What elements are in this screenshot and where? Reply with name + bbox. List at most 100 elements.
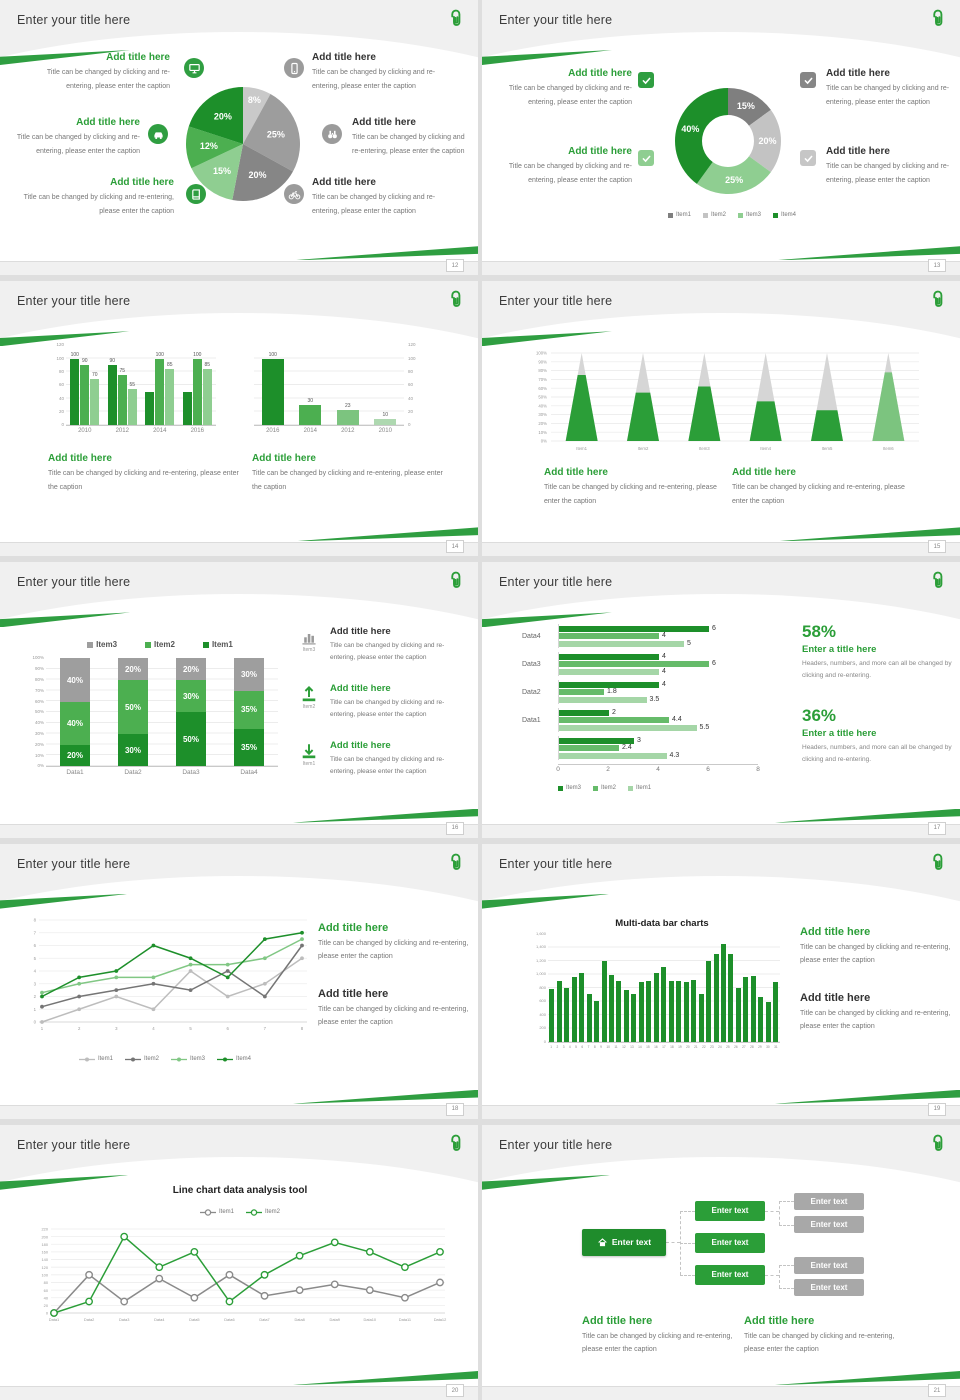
slide-17[interactable]: Enter your title here 17 Data4 6 4 5 Data3 4 6… bbox=[482, 562, 960, 838]
horizontal-bar-chart[interactable]: Data4 6 4 5 Data3 4 6 4 Data2 4 1.8 3.5 Data1 2 4.4 5.5… bbox=[522, 624, 782, 791]
y-tick: 10% bbox=[538, 430, 547, 435]
caption-block[interactable]: Add title here Title can be changed by c… bbox=[744, 1315, 914, 1357]
slide-13[interactable]: Enter your title here 13 Add title here … bbox=[482, 0, 960, 276]
org-node[interactable]: Enter text bbox=[695, 1232, 765, 1253]
x-label: 6 bbox=[227, 1026, 230, 1031]
bar-group bbox=[758, 997, 764, 1042]
bar-group: Data3 4 6 4 bbox=[522, 652, 782, 677]
slide-title[interactable]: Enter your title here bbox=[499, 575, 613, 590]
caption-block[interactable]: Add title here Title can be changed by c… bbox=[826, 68, 960, 109]
line-chart[interactable]: 0 20 40 60 80 100 120 140 160 180 200 220 Data1 Data2… bbox=[20, 1221, 460, 1333]
bar-group bbox=[646, 980, 652, 1042]
caption-block[interactable]: Add title here Title can be changed by c… bbox=[252, 453, 447, 494]
slide-title[interactable]: Enter your title here bbox=[499, 856, 613, 871]
bar-value: 85 bbox=[204, 361, 211, 368]
stacked-bar-chart[interactable]: 0% 10% 20% 30% 40% 50% 60% 70% 80% 90% 100% 20% 40% 4… bbox=[32, 655, 278, 776]
caption-block[interactable]: Add title here Title can be changed by c… bbox=[800, 926, 955, 968]
org-node[interactable]: Enter text bbox=[794, 1278, 864, 1296]
x-label: Data3 bbox=[182, 769, 200, 777]
org-node[interactable]: Enter text bbox=[695, 1264, 765, 1285]
pyramid-chart[interactable]: 0% 10% 20% 30% 40% 50% 60% 70% 80% 90% 100% Item1 It… bbox=[517, 343, 927, 465]
x-label: 13 bbox=[630, 1044, 634, 1049]
caption-block[interactable]: Add title here Title can be changed by c… bbox=[492, 68, 632, 109]
org-root-node[interactable]: Enter text bbox=[582, 1228, 666, 1256]
feature-block[interactable]: Item2 Add title here Title can be change… bbox=[296, 683, 468, 720]
legend-label: Item2 bbox=[143, 1056, 159, 1063]
stat-percentage: 36% bbox=[802, 706, 837, 726]
caption-block[interactable]: Add title here Title can be changed by c… bbox=[492, 146, 632, 187]
bar bbox=[594, 1001, 600, 1042]
pie-slice-label: 20% bbox=[758, 136, 776, 146]
slide-16[interactable]: Enter your title here 16 Item3 Item2 Item1… bbox=[0, 562, 478, 838]
slide-title[interactable]: Enter your title here bbox=[499, 13, 613, 27]
paperclip-logo-icon bbox=[447, 8, 464, 29]
slide-21[interactable]: Enter your title here 21 Enter text Ente… bbox=[482, 1124, 960, 1400]
legend-label: Item4 bbox=[781, 212, 797, 218]
slide-title[interactable]: Enter your title here bbox=[499, 1137, 613, 1152]
legend-label: Item1 bbox=[97, 1056, 113, 1063]
slide-title[interactable]: Enter your title here bbox=[499, 294, 613, 309]
slide-14[interactable]: Enter your title here 14 0 20 40 60 80 100 120… bbox=[0, 281, 478, 557]
data-point bbox=[295, 1251, 304, 1260]
legend-marker bbox=[199, 1209, 216, 1216]
x-label: Data4 bbox=[240, 769, 258, 777]
footer-strip bbox=[0, 261, 478, 276]
paperclip-icon bbox=[933, 290, 943, 308]
slide-title[interactable]: Enter your title here bbox=[17, 1137, 131, 1152]
slide-15[interactable]: Enter your title here 15 0% 10% 20% 30% 40% 5… bbox=[482, 281, 960, 557]
bar-row: 4 bbox=[559, 632, 782, 640]
paperclip-logo-icon bbox=[447, 570, 464, 591]
x-label: 2014 bbox=[153, 428, 167, 435]
caption-block[interactable]: Add title here Title can be changed by c… bbox=[318, 922, 473, 964]
slide-title[interactable]: Enter your title here bbox=[17, 13, 131, 27]
caption-block[interactable]: Add title here Title can be changed by c… bbox=[20, 52, 170, 93]
stack-segment: 35% bbox=[234, 728, 264, 767]
slide-title[interactable]: Enter your title here bbox=[17, 575, 131, 590]
slide-title[interactable]: Enter your title here bbox=[17, 856, 131, 871]
x-axis-labels: 2016 2014 2012 2010 bbox=[254, 428, 404, 434]
slide-19[interactable]: Enter your title here 19 Multi-data bar … bbox=[482, 843, 960, 1119]
caption-block[interactable]: Add title here Title can be changed by c… bbox=[732, 467, 922, 508]
x-label: 11 bbox=[614, 1044, 618, 1049]
caption-block[interactable]: Add title here Title can be changed by c… bbox=[352, 117, 468, 158]
circle bbox=[204, 1209, 212, 1216]
feature-block[interactable]: Item1 Add title here Title can be change… bbox=[296, 740, 468, 777]
bar-chart[interactable]: 0 20 40 60 80 100 120 100 30 23 10 2016 2014 2012 2010 bbox=[254, 342, 416, 434]
org-node[interactable]: Enter text bbox=[794, 1215, 864, 1233]
stat-title: Enter a title here bbox=[802, 728, 877, 740]
caption-block[interactable]: Add title here Title can be changed by c… bbox=[544, 467, 734, 508]
caption-block[interactable]: Add title here Title can be changed by c… bbox=[800, 992, 955, 1034]
donut-chart[interactable]: 15% 20% 25% 40% bbox=[669, 82, 787, 200]
caption-block[interactable]: Add title here Title can be changed by c… bbox=[22, 177, 174, 218]
stat-block[interactable]: 58% Enter a title here Headers, numbers,… bbox=[802, 622, 952, 681]
stat-block[interactable]: 36% Enter a title here Headers, numbers,… bbox=[802, 706, 952, 765]
data-point bbox=[40, 994, 44, 998]
segment-label: 35% bbox=[240, 705, 257, 715]
caption-block[interactable]: Add title here Title can be changed by c… bbox=[582, 1315, 752, 1357]
caption-block[interactable]: Add title here Title can be changed by c… bbox=[312, 52, 462, 93]
org-node[interactable]: Enter text bbox=[794, 1192, 864, 1210]
slide-20[interactable]: Enter your title here 20 Line chart data… bbox=[0, 1124, 478, 1400]
org-node[interactable]: Enter text bbox=[794, 1256, 864, 1274]
org-node[interactable]: Enter text bbox=[695, 1200, 765, 1221]
segment-label: 30% bbox=[240, 670, 257, 680]
slide-title[interactable]: Enter your title here bbox=[17, 294, 131, 309]
feature-block[interactable]: Item3 Add title here Title can be change… bbox=[296, 626, 468, 663]
pie-chart[interactable]: 8% 25% 20% 15% 12% 20% bbox=[177, 78, 309, 210]
bar bbox=[698, 994, 704, 1042]
caption-block[interactable]: Add title here Title can be changed by c… bbox=[826, 146, 960, 187]
caption-block[interactable]: Add title here Title can be changed by c… bbox=[6, 117, 140, 158]
grouped-bar-chart[interactable]: 0 20 40 60 80 100 120 100 90 70 90 75 55 100 85 100 85 20… bbox=[56, 342, 216, 435]
stack-segment: 35% bbox=[234, 690, 264, 729]
caption-block[interactable]: Add title here Title can be changed by c… bbox=[318, 988, 473, 1030]
caption-block[interactable]: Add title here Title can be changed by c… bbox=[312, 177, 462, 218]
bar-chart[interactable]: 0 200 400 600 800 1,000 1,200 1,400 1,600 1 2 3 4 5 6 7… bbox=[536, 931, 780, 1049]
slide-12[interactable]: Enter your title here 12 Add title here … bbox=[0, 0, 478, 276]
x-axis-labels: Data1 Data2 Data3 Data4 bbox=[46, 769, 278, 776]
caption-block[interactable]: Add title here Title can be changed by c… bbox=[48, 453, 243, 494]
x-label: 12 bbox=[622, 1044, 626, 1049]
pyramid-fill bbox=[872, 372, 905, 442]
paperclip-icon bbox=[933, 1134, 943, 1151]
